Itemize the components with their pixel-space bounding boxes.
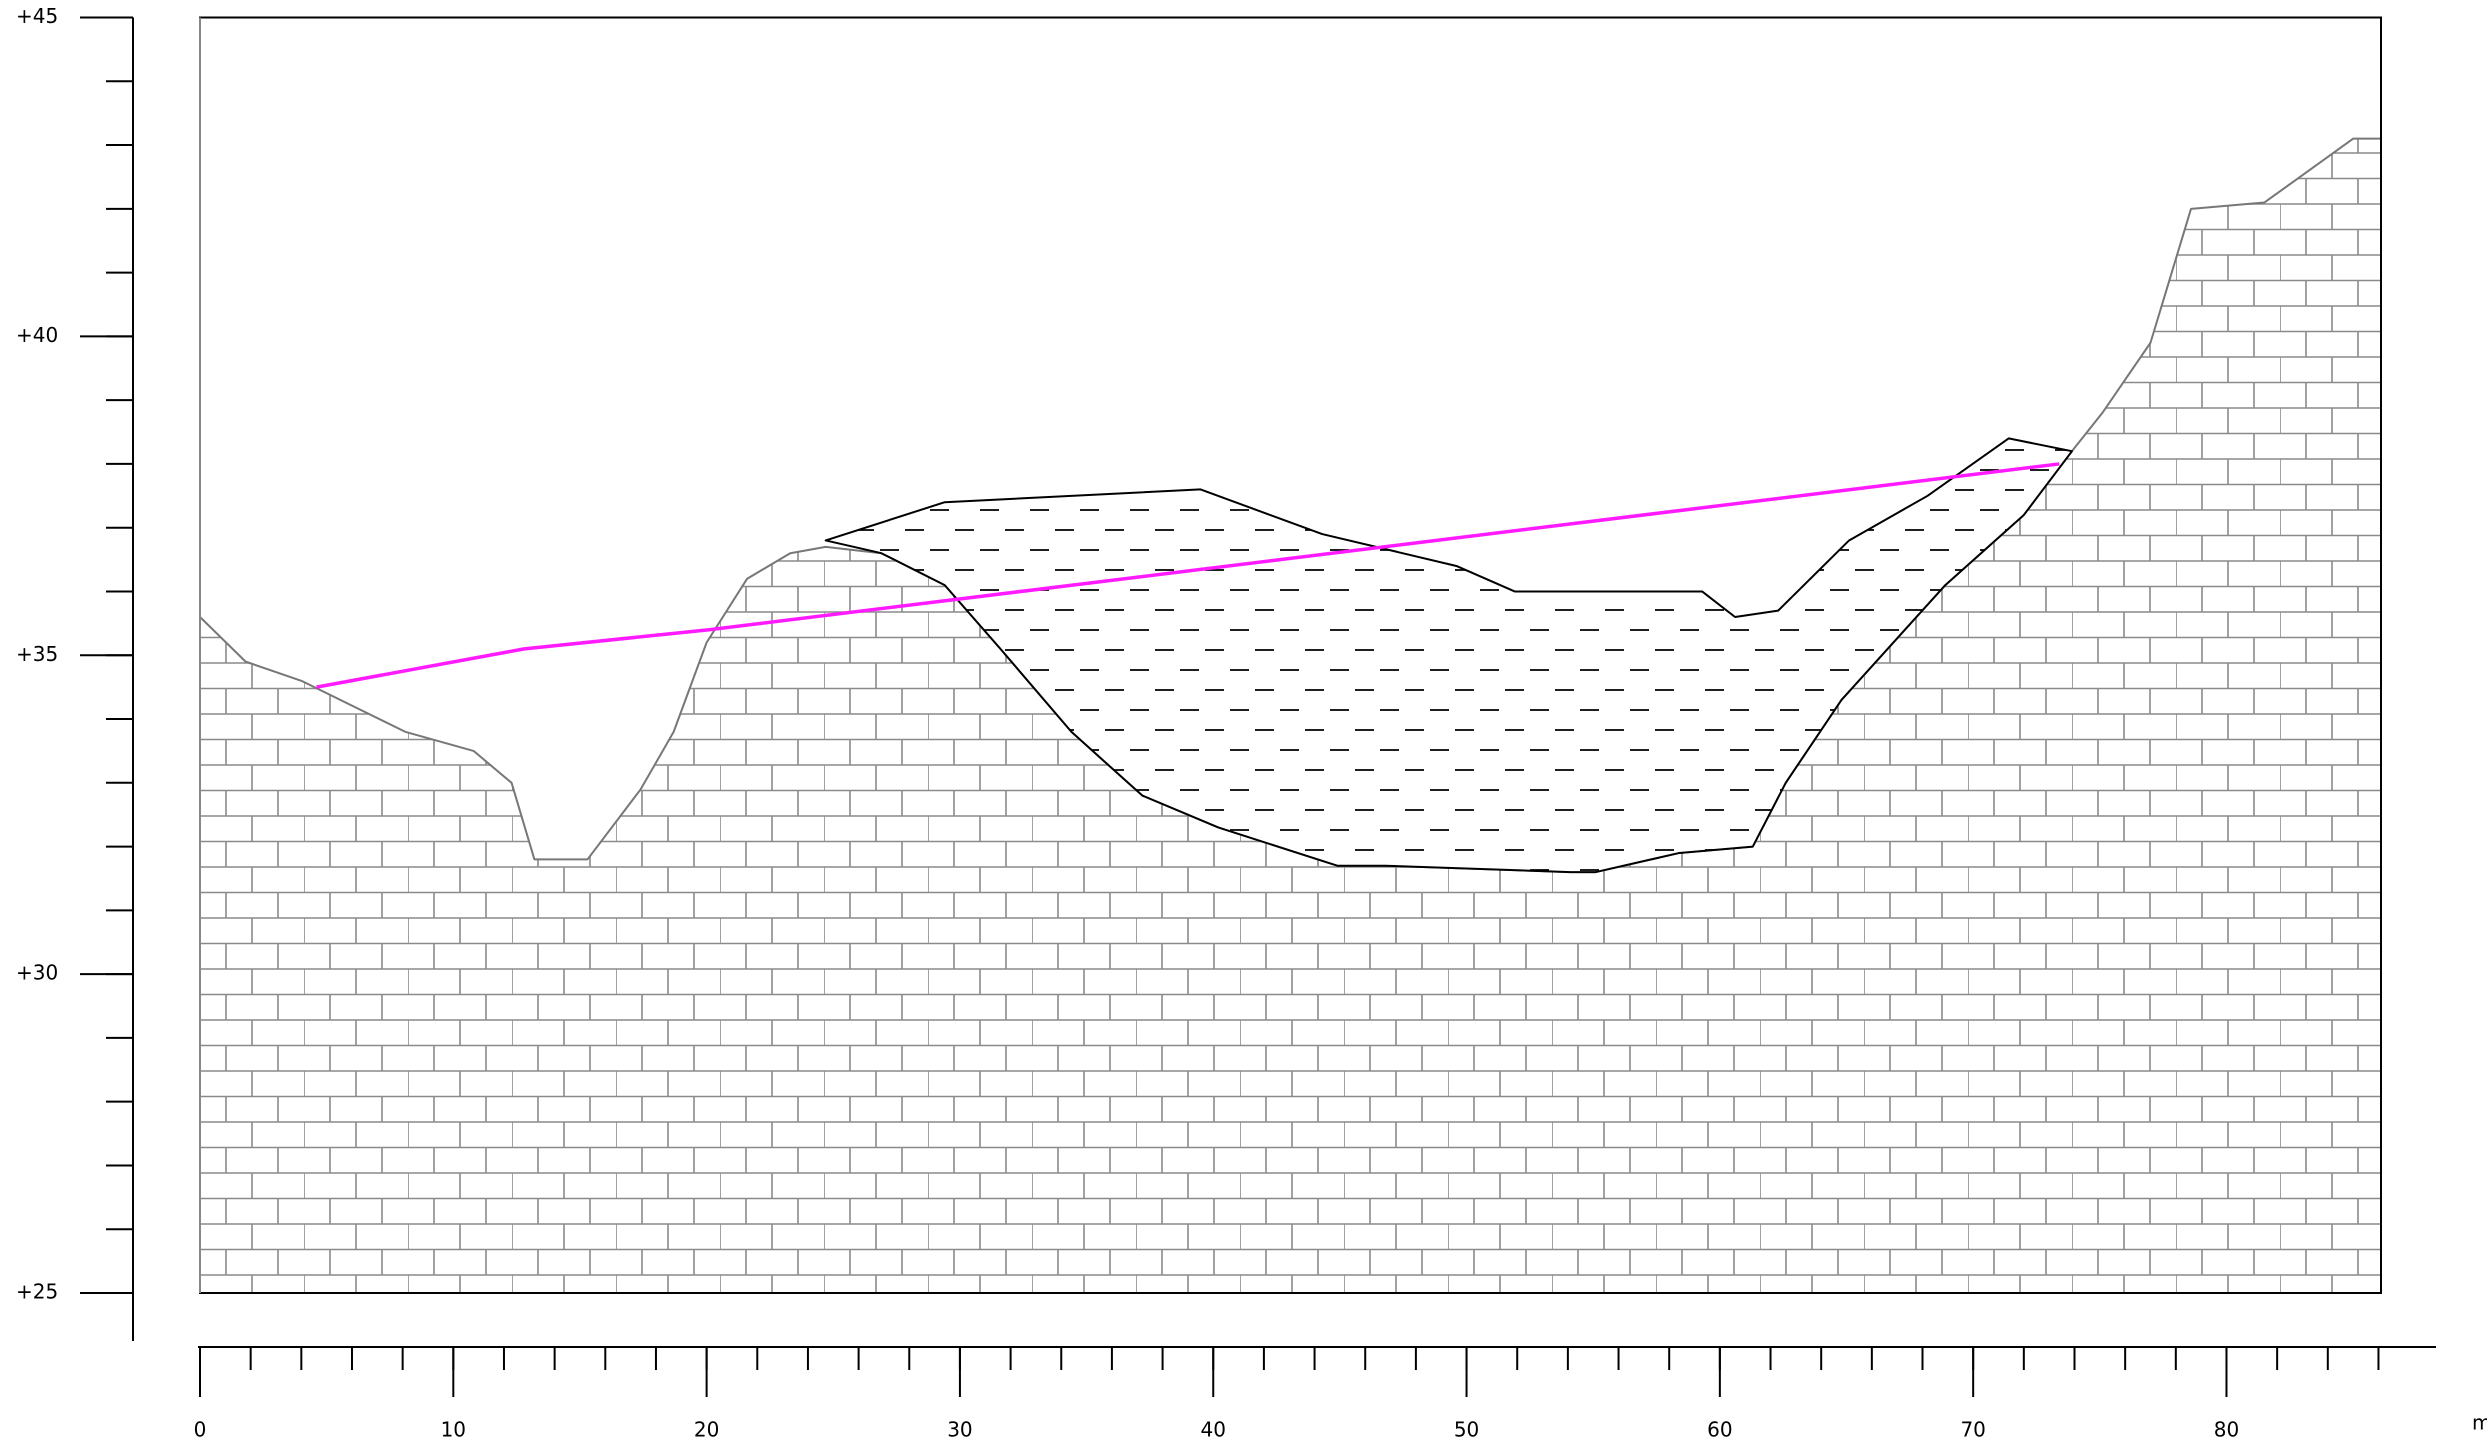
- y-tick-label: +35: [16, 642, 58, 666]
- x-tick-label: 30: [947, 1418, 972, 1442]
- x-tick-label: 70: [1960, 1418, 1985, 1442]
- y-tick-label: +30: [16, 961, 58, 985]
- x-tick-label: 50: [1454, 1418, 1479, 1442]
- x-tick-label: 10: [441, 1418, 466, 1442]
- y-tick-label: +45: [16, 4, 58, 28]
- x-axis-label: m: [2472, 1411, 2487, 1435]
- x-tick-label: 80: [2214, 1418, 2239, 1442]
- chart: m +25 +30 +35 +40 +45 0 10 20 30 40 50 60 70 80: [0, 0, 2487, 1445]
- y-tick-label: +40: [16, 323, 58, 347]
- x-tick-label: 60: [1707, 1418, 1732, 1442]
- x-tick-label: 0: [194, 1418, 207, 1442]
- x-tick-label: 20: [694, 1418, 719, 1442]
- y-tick-label: +25: [16, 1280, 58, 1304]
- x-tick-label: 40: [1201, 1418, 1226, 1442]
